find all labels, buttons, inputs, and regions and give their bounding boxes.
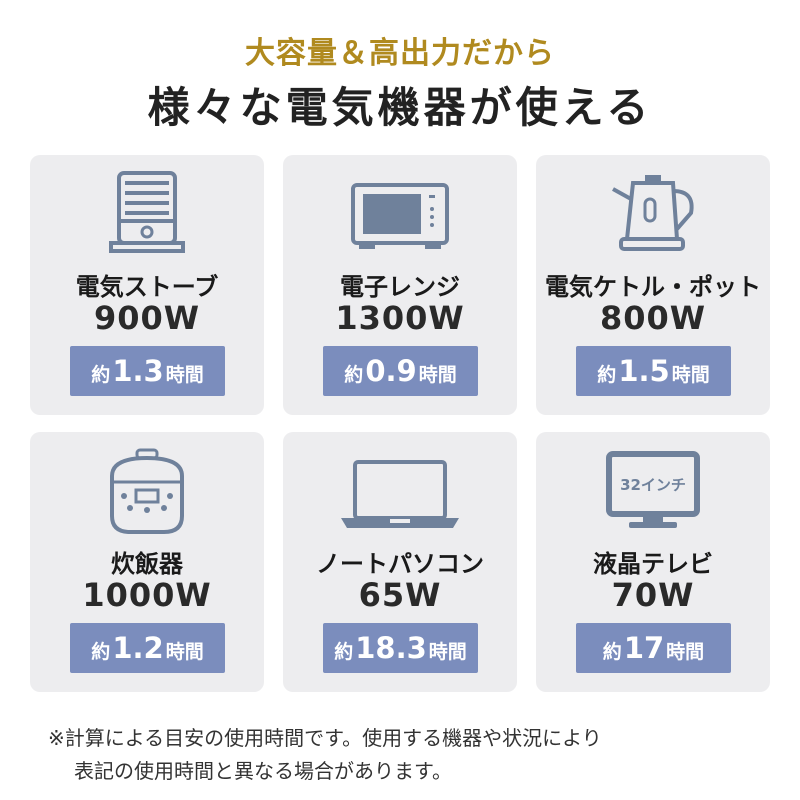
device-wattage: 900W	[93, 299, 201, 337]
device-card: 電気ケトル・ポット 800W 約 1.5 時間	[536, 155, 770, 415]
footnote: ※計算による目安の使用時間です。使用する機器や状況により 表記の使用時間と異なる…	[48, 722, 768, 788]
runtime-prefix: 約	[91, 364, 111, 386]
runtime-badge: 約 0.9 時間	[323, 346, 478, 396]
runtime-prefix: 約	[334, 641, 354, 663]
runtime-prefix: 約	[602, 641, 622, 663]
runtime-prefix: 約	[91, 641, 111, 663]
page-title: 様々な電気機器が使える	[147, 83, 653, 132]
runtime-badge: 約 1.2 時間	[70, 623, 225, 673]
runtime-badge: 約 1.5 時間	[576, 346, 731, 396]
device-name: ノートパソコン	[316, 550, 484, 578]
device-wattage: 1300W	[335, 299, 465, 337]
runtime-hours: 17	[623, 631, 665, 665]
runtime-badge: 約 17 時間	[576, 623, 731, 673]
subtitle: 大容量＆高出力だから	[245, 36, 555, 71]
footnote-line-1: ※計算による目安の使用時間です。使用する機器や状況により	[48, 726, 602, 750]
runtime-hours: 1.3	[112, 354, 164, 388]
heater-icon	[30, 169, 264, 259]
tv-icon: 32インチ	[536, 446, 770, 536]
runtime-unit: 時間	[165, 641, 204, 663]
device-name: 電気ストーブ	[75, 273, 219, 301]
runtime-badge: 約 18.3 時間	[323, 623, 478, 673]
runtime-unit: 時間	[671, 364, 710, 386]
runtime-unit: 時間	[165, 364, 204, 386]
device-card: 電子レンジ 1300W 約 0.9 時間	[283, 155, 517, 415]
device-name: 炊飯器	[111, 550, 183, 578]
device-wattage: 1000W	[82, 576, 212, 614]
device-card: 32インチ 液晶テレビ 70W 約 17 時間	[536, 432, 770, 692]
runtime-badge: 約 1.3 時間	[70, 346, 225, 396]
device-wattage: 65W	[358, 576, 442, 614]
footnote-line-2: 表記の使用時間と異なる場合があります。	[74, 759, 452, 783]
device-card: 炊飯器 1000W 約 1.2 時間	[30, 432, 264, 692]
kettle-icon	[536, 169, 770, 259]
runtime-hours: 1.5	[618, 354, 670, 388]
tv-size-label: 32インチ	[620, 476, 686, 494]
device-card: ノートパソコン 65W 約 18.3 時間	[283, 432, 517, 692]
microwave-icon	[283, 169, 517, 259]
device-card: 電気ストーブ 900W 約 1.3 時間	[30, 155, 264, 415]
device-name: 液晶テレビ	[593, 550, 713, 578]
runtime-prefix: 約	[597, 364, 617, 386]
runtime-unit: 時間	[418, 364, 457, 386]
runtime-hours: 1.2	[112, 631, 164, 665]
runtime-hours: 0.9	[365, 354, 417, 388]
device-wattage: 800W	[599, 299, 707, 337]
runtime-unit: 時間	[428, 641, 467, 663]
runtime-unit: 時間	[666, 641, 705, 663]
device-name: 電気ケトル・ポット	[545, 273, 761, 301]
device-name: 電子レンジ	[340, 273, 460, 301]
laptop-icon	[283, 446, 517, 536]
runtime-hours: 18.3	[355, 631, 427, 665]
runtime-prefix: 約	[344, 364, 364, 386]
rice-cooker-icon	[30, 446, 264, 536]
device-wattage: 70W	[611, 576, 695, 614]
